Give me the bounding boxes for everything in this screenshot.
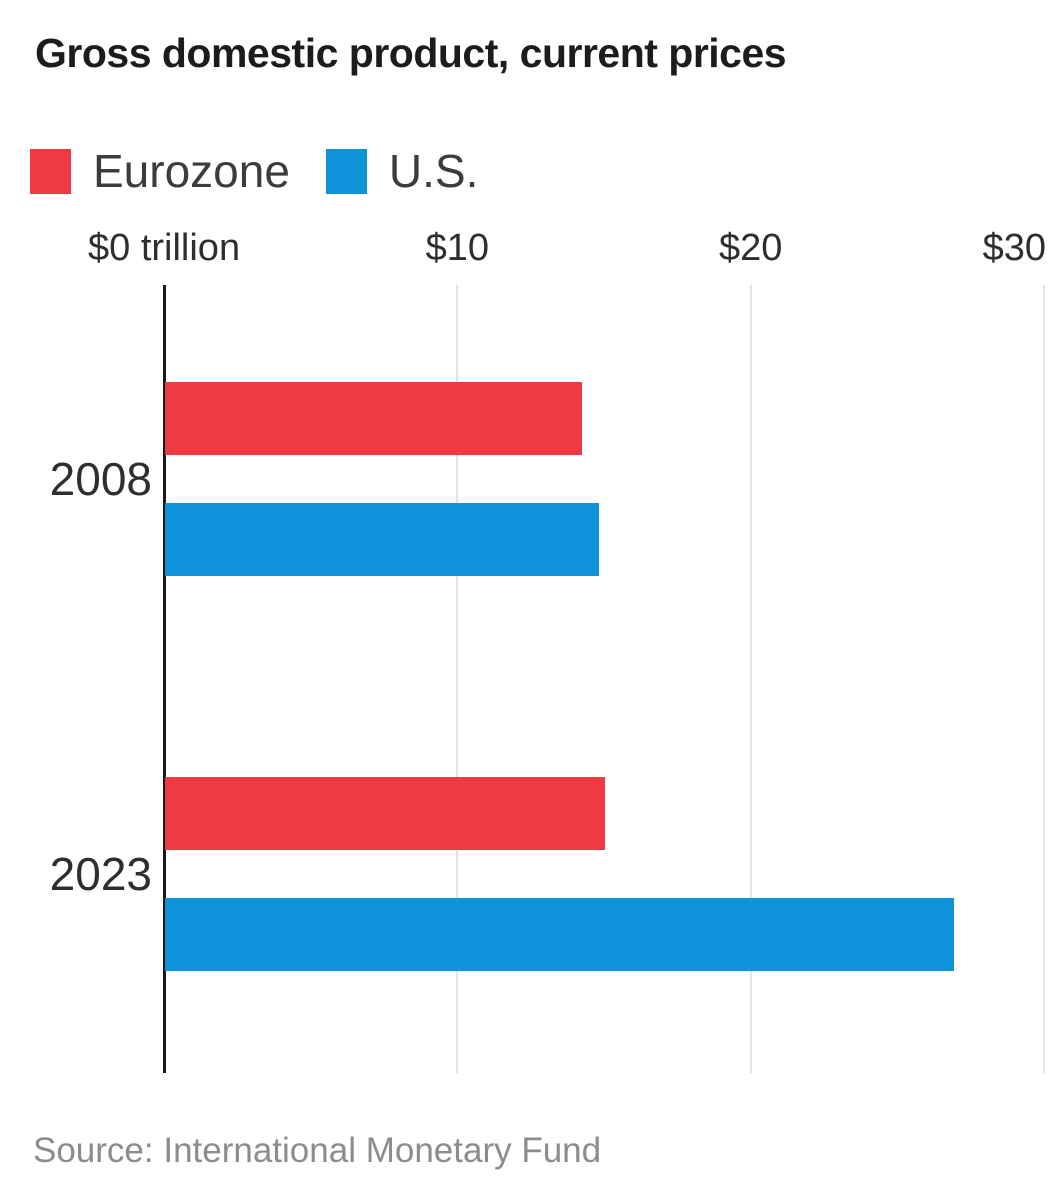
category-label-2023: 2023 <box>49 848 152 900</box>
bar-2023-us <box>165 898 955 971</box>
chart-title: Gross domestic product, current prices <box>35 30 787 76</box>
bar-chart-area: $0 trillion $10 $20 $30 2008 2023 <box>0 227 1064 1073</box>
legend-label-us: U.S. <box>388 145 479 197</box>
x-tick-label-30: $30 <box>982 227 1046 269</box>
us-color-swatch <box>325 148 367 194</box>
gridline-30 <box>1043 285 1045 1073</box>
gridline-20 <box>749 285 752 1073</box>
legend-item-eurozone: Eurozone <box>30 148 290 194</box>
plot-area <box>0 285 1064 1073</box>
legend-item-us: U.S. <box>325 145 479 197</box>
eurozone-color-swatch <box>30 148 71 194</box>
bar-2008-eurozone <box>165 382 582 455</box>
bar-2008-us <box>165 503 600 576</box>
y-axis-line <box>163 285 166 1073</box>
x-tick-label-20: $20 <box>718 227 783 269</box>
source-note: Source: International Monetary Fund <box>33 1131 602 1170</box>
legend-label-eurozone: Eurozone <box>93 145 290 197</box>
x-tick-label-10: $10 <box>425 227 490 269</box>
category-label-2008: 2008 <box>49 453 152 505</box>
gridline-10 <box>456 285 459 1073</box>
chart-legend: Eurozone U.S. <box>30 148 514 194</box>
bar-2023-eurozone <box>165 777 605 850</box>
x-tick-label-0: $0 trillion <box>88 227 241 269</box>
